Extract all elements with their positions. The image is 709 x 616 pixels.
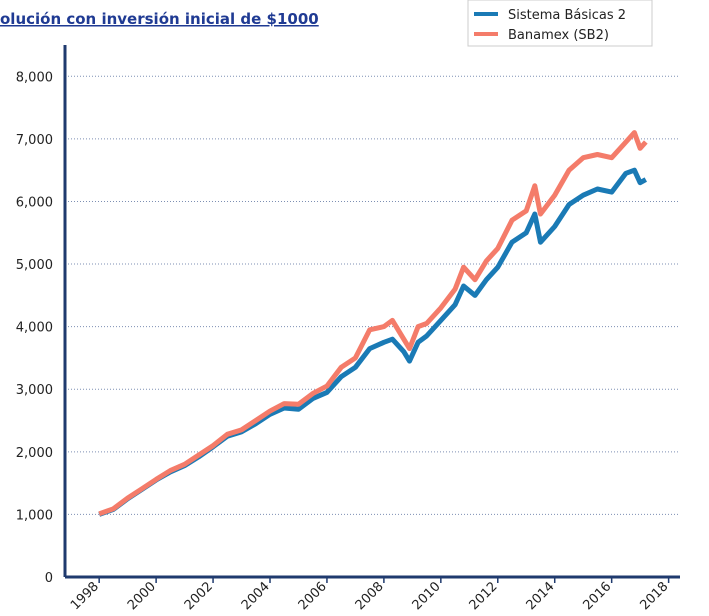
x-tick-label: 2002 [182,579,216,613]
x-tick-label: 2006 [296,579,330,613]
x-tick-label: 1998 [68,579,102,613]
series-line [98,130,648,517]
y-tick-label: 2,000 [16,446,53,461]
y-tick-label: 5,000 [16,258,53,273]
legend-label: Sistema Básicas 2 [508,8,626,23]
y-tick-label: 6,000 [16,195,53,210]
series-line [98,167,647,517]
y-tick-label: 1,000 [16,508,53,523]
x-tick-label: 2012 [467,579,501,613]
x-tick-label: 2004 [239,579,273,613]
legend-box [467,0,653,47]
x-tick-label: 2000 [125,579,159,613]
chart-title: olución con inversión inicial de $1000 [0,10,319,28]
y-tick-label: 4,000 [16,321,53,336]
legend-label: Banamex (SB2) [508,28,609,43]
x-tick-label: 2014 [524,579,558,613]
y-tick-label: 3,000 [16,383,53,398]
y-tick-label: 0 [45,571,53,586]
y-tick-label: 8,000 [16,70,53,85]
x-tick-label: 2016 [580,579,614,613]
x-tick-label: 2008 [353,579,387,613]
x-tick-label: 2010 [410,579,444,613]
y-tick-label: 7,000 [16,133,53,148]
x-tick-label: 2018 [637,579,671,613]
